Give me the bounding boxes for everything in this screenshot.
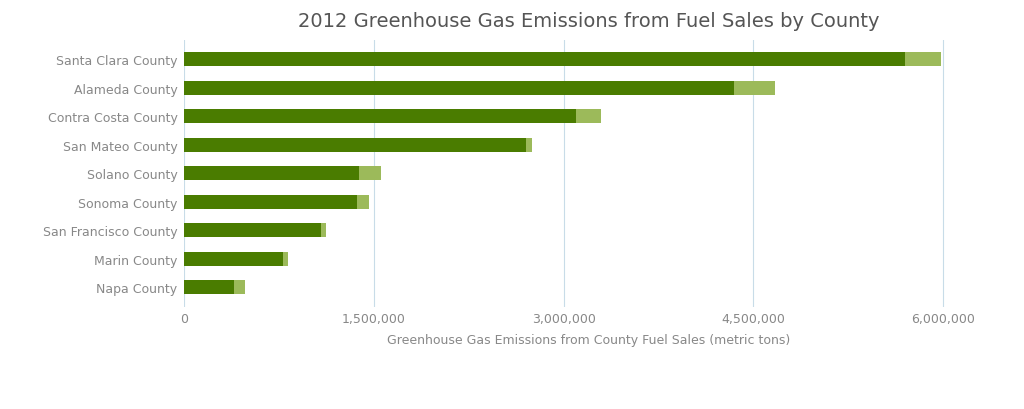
Bar (184, 281, 233, 294)
Bar (184, 167, 358, 181)
Legend: GHG Emissions from Gasoline, GHG Emissions from Diesel: GHG Emissions from Gasoline, GHG Emissio… (345, 406, 833, 409)
Bar (357, 195, 369, 209)
Bar (184, 110, 577, 124)
Bar (734, 81, 774, 96)
Bar (321, 224, 326, 238)
Bar (905, 53, 941, 67)
X-axis label: Greenhouse Gas Emissions from County Fuel Sales (metric tons): Greenhouse Gas Emissions from County Fue… (387, 334, 791, 346)
Bar (184, 252, 283, 266)
Bar (184, 53, 905, 67)
Bar (184, 138, 525, 153)
Bar (525, 138, 531, 153)
Bar (184, 81, 734, 96)
Bar (283, 252, 288, 266)
Bar (233, 281, 245, 294)
Bar (184, 224, 321, 238)
Bar (577, 110, 601, 124)
Bar (358, 167, 381, 181)
Bar (184, 195, 357, 209)
Title: 2012 Greenhouse Gas Emissions from Fuel Sales by County: 2012 Greenhouse Gas Emissions from Fuel … (298, 12, 880, 31)
